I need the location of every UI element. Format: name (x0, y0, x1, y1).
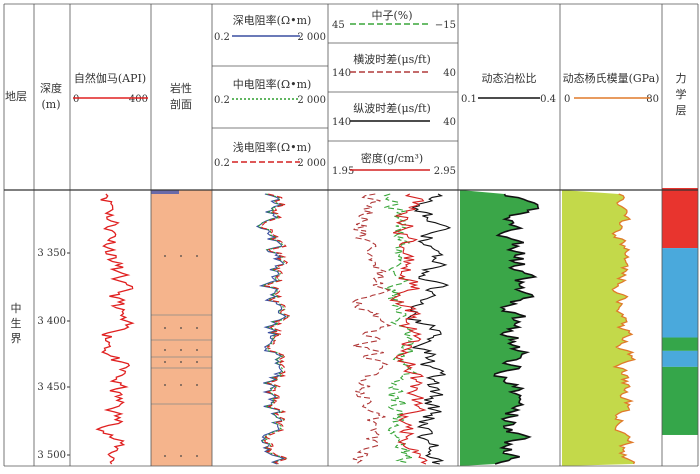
lithology-dot (196, 455, 198, 457)
neutron-title: 中子(%) (371, 9, 412, 22)
depth-tick-label: 3 450 (37, 382, 66, 393)
lithology-dot (196, 255, 198, 257)
lithology-dot (180, 255, 182, 257)
res-deep-title: 深电阻率(Ω•m) (233, 13, 312, 27)
res-mid-title: 中电阻率(Ω•m) (233, 77, 312, 91)
shear-min: 140 (332, 68, 351, 79)
lithology-dot (196, 361, 198, 363)
lithology-dot (196, 349, 198, 351)
lithology-cap (151, 190, 179, 194)
lithology-title-1: 岩性 (170, 81, 192, 95)
neutron-min: 45 (332, 20, 345, 31)
lithology-dot (180, 384, 182, 386)
youngs-area (562, 190, 635, 466)
depth-tick-label: 3 500 (37, 450, 66, 461)
youngs-title: 动态杨氏模量(GPa) (563, 71, 660, 85)
mech-layer-block (662, 248, 698, 338)
lithology-dot (164, 455, 166, 457)
res-deep-min: 0.2 (214, 32, 230, 43)
depth-tick-label: 3 350 (37, 248, 66, 259)
density-min: 1.95 (332, 166, 354, 177)
comp-title: 纵波时差(μs/ft) (353, 101, 431, 115)
lithology-title-2: 剖面 (170, 97, 192, 111)
gr-title: 自然伽马(API) (74, 71, 146, 85)
youngs-min: 0 (564, 94, 570, 105)
gr-max: 400 (129, 94, 148, 105)
mech-title-3: 层 (676, 104, 687, 117)
lithology-dot (180, 327, 182, 329)
lithology-dot (180, 455, 182, 457)
lithology-dot (164, 327, 166, 329)
density-title: 密度(g/cm³) (361, 151, 423, 165)
lithology-dot (196, 384, 198, 386)
res-shallow-min: 0.2 (214, 158, 230, 169)
lithology-dot (164, 384, 166, 386)
poisson-title: 动态泊松比 (482, 71, 537, 85)
lithology-dot (164, 255, 166, 257)
shear-max: 40 (443, 68, 456, 79)
mech-title-1: 力 (676, 72, 687, 85)
mech-layer-block (662, 337, 698, 351)
lithology-dot (196, 327, 198, 329)
lithology-dot (180, 349, 182, 351)
formation-char-2: 生 (11, 316, 22, 330)
neutron-max: −15 (435, 20, 456, 31)
depth-header: 深度 (40, 81, 62, 95)
formation-char-1: 中 (11, 302, 22, 315)
res-mid-max: 2 000 (297, 95, 326, 106)
porosity-curve (383, 193, 418, 465)
mech-layer-block (662, 188, 698, 249)
res-shallow-title: 浅电阻率(Ω•m) (233, 140, 312, 154)
lithology-dot (164, 349, 166, 351)
formation-char-3: 界 (11, 332, 22, 345)
res-shallow-max: 2 000 (297, 158, 326, 169)
lithology-dot (164, 361, 166, 363)
mech-layer-block (662, 350, 698, 367)
youngs-curve (611, 193, 637, 465)
resistivity-curve (255, 193, 287, 465)
gr-min: 0 (73, 94, 79, 105)
depth-unit: (m) (41, 98, 60, 111)
depth-tick-label: 3 400 (37, 316, 66, 327)
gr-curve (95, 193, 135, 465)
youngs-max: 80 (646, 94, 659, 105)
mech-layer-block (662, 366, 698, 435)
poisson-min: 0.1 (461, 94, 477, 105)
porosity-curve (405, 193, 452, 465)
res-deep-max: 2 000 (297, 32, 326, 43)
res-mid-min: 0.2 (214, 95, 230, 106)
porosity-curve (389, 193, 428, 465)
poisson-max: 0.4 (540, 94, 556, 105)
poisson-area (460, 190, 539, 466)
porosity-curve (351, 193, 392, 465)
poisson-curve (493, 193, 540, 465)
lithology-dot (180, 361, 182, 363)
density-max: 2.95 (434, 166, 456, 177)
formation-header: 地层 (5, 90, 27, 103)
comp-max: 40 (443, 117, 456, 128)
resistivity-curve (259, 193, 292, 465)
shear-title: 横波时差(μs/ft) (353, 52, 431, 66)
mech-title-2: 学 (676, 87, 687, 101)
comp-min: 140 (332, 117, 351, 128)
